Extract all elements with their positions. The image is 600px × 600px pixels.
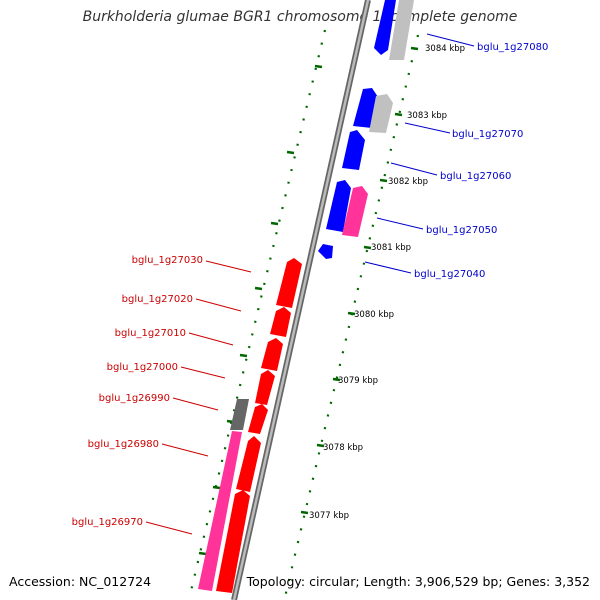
- gene-label-bglu_1g27080[interactable]: bglu_1g27080: [477, 42, 548, 53]
- label-connector: [205, 260, 252, 273]
- gene-label-bglu_1g27010[interactable]: bglu_1g27010: [115, 328, 186, 339]
- genome-stats-text: Topology: circular; Length: 3,906,529 bp…: [246, 574, 590, 589]
- gene-pink-27050b[interactable]: [342, 186, 368, 237]
- label-connector: [364, 261, 412, 274]
- accession-text: Accession: NC_012724: [9, 574, 152, 589]
- gene-bglu_1g26970[interactable]: [216, 490, 250, 593]
- gene-bglu_1g26990[interactable]: [230, 399, 249, 430]
- scale-tick: [347, 311, 356, 316]
- scale-label: 3078 kbp: [323, 443, 363, 453]
- label-connector: [172, 397, 219, 411]
- gene-bglu_1g27020[interactable]: [270, 307, 291, 337]
- gene-label-bglu_1g27050[interactable]: bglu_1g27050: [426, 225, 497, 236]
- gene-label-bglu_1g26990[interactable]: bglu_1g26990: [99, 393, 170, 404]
- gene-pink-26980b[interactable]: [198, 431, 242, 591]
- backbone-highlight: [232, 0, 370, 600]
- scale-tick: [316, 443, 325, 448]
- gene-grey-27080b[interactable]: [389, 0, 414, 60]
- label-connector: [390, 162, 438, 176]
- label-connector: [161, 443, 209, 457]
- scale-label: 3082 kbp: [388, 177, 428, 187]
- scale-label: 3080 kbp: [354, 310, 394, 320]
- gene-label-bglu_1g27020[interactable]: bglu_1g27020: [122, 294, 193, 305]
- gene-bglu_1g27080[interactable]: [374, 0, 396, 55]
- label-connector: [188, 332, 234, 346]
- label-connector: [404, 122, 451, 134]
- major-tick: [198, 551, 207, 556]
- scale-tick: [394, 112, 403, 117]
- major-tick: [239, 353, 248, 358]
- scale-tick: [363, 245, 372, 250]
- gene-label-bglu_1g27040[interactable]: bglu_1g27040: [414, 269, 485, 280]
- label-connector: [180, 366, 226, 379]
- gene-bglu_1g26980[interactable]: [236, 436, 261, 492]
- scale-tick: [300, 510, 309, 515]
- scale-label: 3077 kbp: [309, 511, 349, 521]
- gene-label-bglu_1g27070[interactable]: bglu_1g27070: [452, 129, 523, 140]
- major-tick: [212, 485, 221, 490]
- forward-strand-genes: [198, 258, 302, 593]
- gene-bglu_1g27030[interactable]: [276, 258, 302, 308]
- outer-tick-track: [188, 29, 327, 596]
- gene-bglu_1g27000[interactable]: [255, 370, 275, 405]
- inner-tick-track: [283, 34, 420, 598]
- label-connector: [145, 521, 193, 535]
- gene-label-bglu_1g27060[interactable]: bglu_1g27060: [440, 171, 511, 182]
- major-tick: [270, 221, 279, 226]
- label-connector: [426, 33, 475, 47]
- major-tick: [286, 150, 295, 155]
- gene-label-bglu_1g27000[interactable]: bglu_1g27000: [107, 362, 178, 373]
- scale-label: 3083 kbp: [407, 111, 447, 121]
- gene-bglu_1g27040[interactable]: [318, 244, 333, 259]
- major-tick: [314, 64, 323, 69]
- scale-tick: [332, 377, 341, 382]
- gene-bglu_1g27050[interactable]: [326, 180, 351, 232]
- gene-label-bglu_1g27030[interactable]: bglu_1g27030: [132, 255, 203, 266]
- gene-label-bglu_1g26980[interactable]: bglu_1g26980: [88, 439, 159, 450]
- label-connector: [195, 298, 242, 312]
- gene-red-26990b[interactable]: [248, 404, 268, 434]
- scale-label: 3084 kbp: [425, 44, 465, 54]
- gene-bglu_1g27060[interactable]: [342, 130, 365, 170]
- scale-tick: [379, 178, 388, 183]
- major-tick: [254, 286, 263, 291]
- gene-bglu_1g27010[interactable]: [261, 338, 283, 371]
- label-connector: [376, 217, 424, 230]
- gene-grey-27070b[interactable]: [369, 94, 393, 133]
- scale-tick: [410, 46, 419, 51]
- scale-label: 3081 kbp: [371, 243, 411, 253]
- gene-label-bglu_1g26970[interactable]: bglu_1g26970: [72, 517, 143, 528]
- scale-label: 3079 kbp: [338, 376, 378, 386]
- reverse-strand-genes: [318, 0, 414, 259]
